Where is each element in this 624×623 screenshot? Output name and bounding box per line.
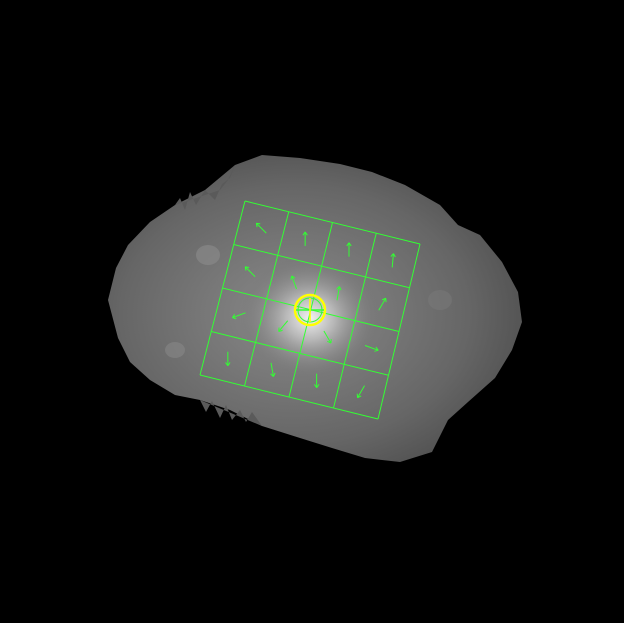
grid-line-horizontal	[211, 331, 389, 376]
cell-spot	[196, 245, 220, 265]
flow-arrow	[278, 320, 289, 332]
flow-arrows	[225, 222, 396, 399]
flow-arrow	[232, 312, 246, 320]
flow-arrow	[255, 222, 267, 234]
cell-spot	[428, 290, 452, 310]
analysis-grid	[199, 200, 421, 420]
flow-arrow	[244, 266, 256, 277]
flow-arrow	[313, 373, 320, 388]
cell-spot	[165, 342, 185, 358]
flow-arrow	[364, 345, 379, 352]
flow-arrow	[336, 286, 342, 301]
flow-arrow	[225, 351, 231, 367]
flow-arrow	[378, 297, 387, 311]
centroid-marker	[293, 293, 327, 327]
cell-edge	[175, 165, 235, 210]
grid-line-horizontal	[233, 244, 410, 289]
flow-arrow	[346, 242, 352, 257]
flow-arrow	[270, 362, 276, 377]
flow-arrow	[390, 253, 396, 268]
flow-arrow	[290, 275, 298, 290]
cell-edge	[200, 400, 262, 426]
flow-arrow	[323, 330, 332, 344]
grid-line-horizontal	[199, 374, 379, 420]
grid-line-horizontal	[244, 200, 421, 245]
flow-arrow	[356, 385, 365, 399]
flow-arrow	[302, 231, 308, 246]
